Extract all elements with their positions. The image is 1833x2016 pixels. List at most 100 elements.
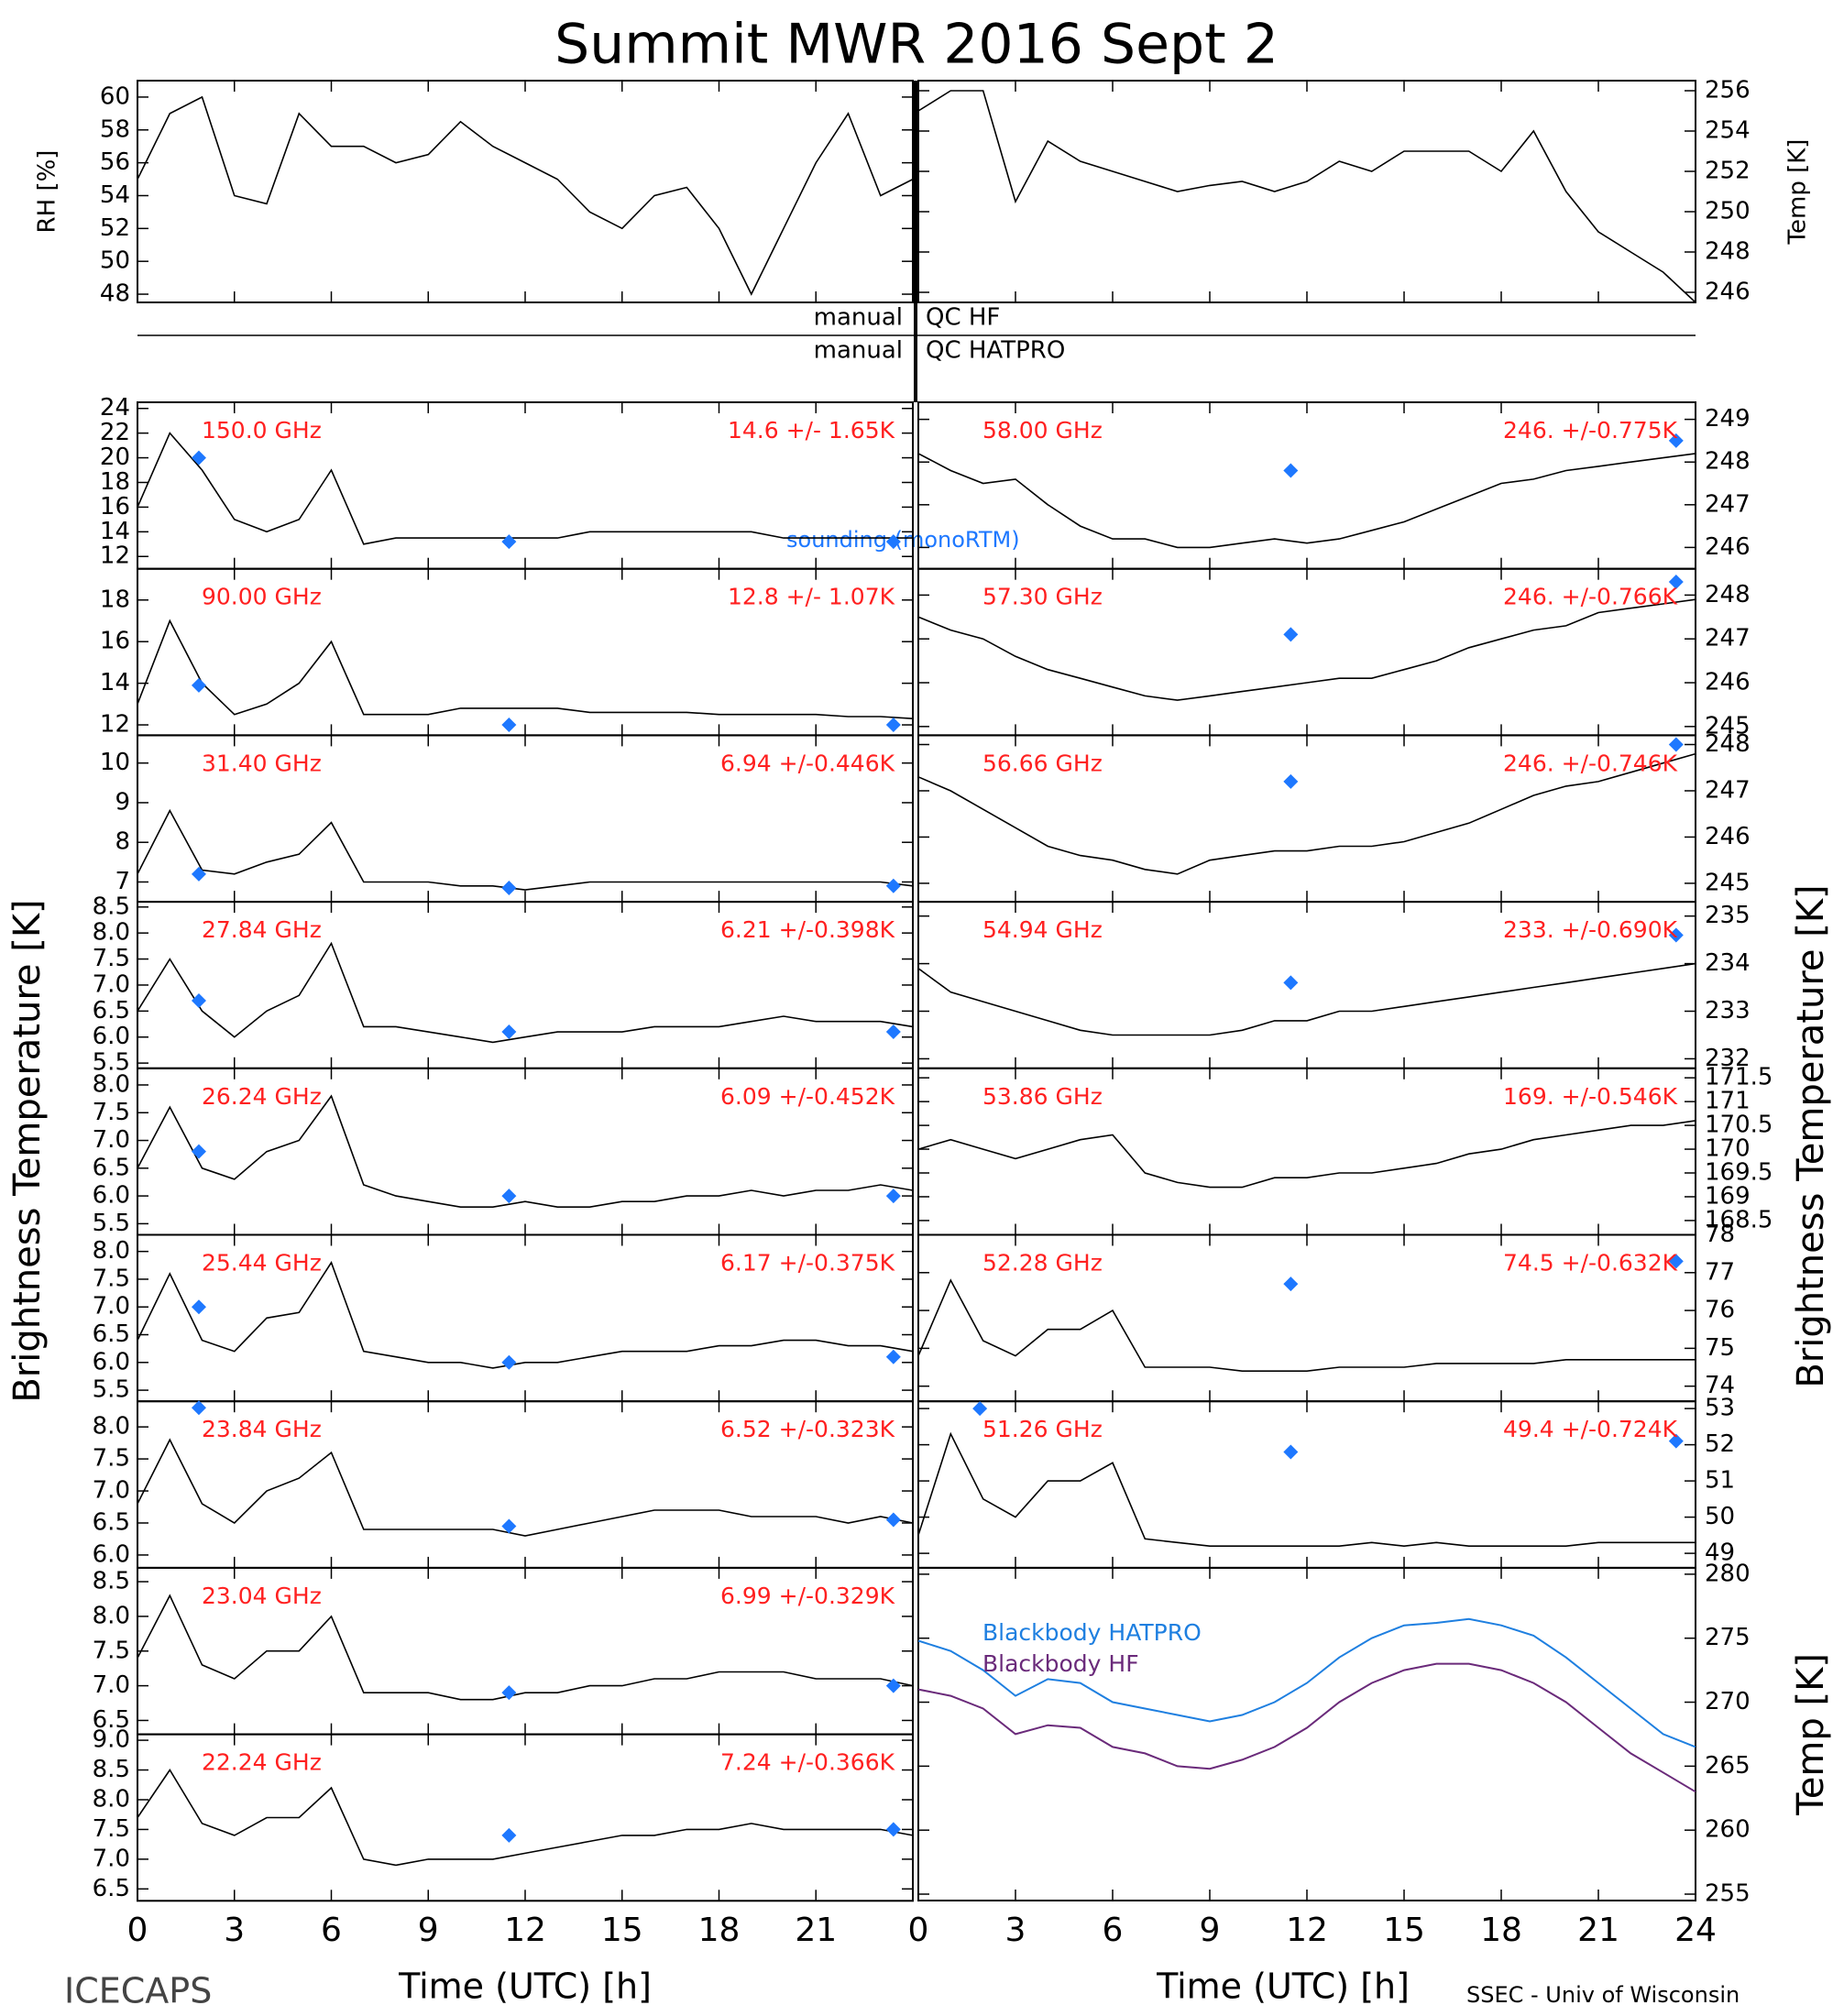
y-tick-label: 7.0 <box>93 1477 130 1505</box>
x-tick-label: 0 <box>908 1912 929 1949</box>
y-tick-label: 8.0 <box>93 1602 130 1629</box>
channel-stats: 74.5 +/-0.632K <box>1503 1250 1678 1276</box>
series-line <box>137 1261 914 1369</box>
x-axis-label: Time (UTC) [h] <box>398 1967 652 2007</box>
y-tick-label: 51 <box>1705 1467 1735 1495</box>
y-tick-label: 275 <box>1705 1624 1751 1651</box>
y-tick-label: 246 <box>1705 823 1751 850</box>
y-tick-label: 12 <box>100 542 130 570</box>
sounding-marker <box>501 718 517 733</box>
qc-label: manual <box>814 337 903 365</box>
y-tick-label: 248 <box>1705 730 1751 758</box>
y-tick-label: 245 <box>1705 712 1751 740</box>
sounding-marker <box>191 1299 206 1315</box>
channel-stats: 246. +/-0.766K <box>1503 584 1678 610</box>
y-tick-label: 60 <box>100 82 130 110</box>
y-tick-label: 247 <box>1705 490 1751 518</box>
y-tick-label: 255 <box>1705 1880 1751 1908</box>
qc-label: manual <box>814 304 903 332</box>
y-tick-label: 50 <box>100 247 130 275</box>
y-axis-label: Brightness Temperature [K] <box>1790 884 1832 1387</box>
channel-label: 58.00 GHz <box>982 417 1103 444</box>
x-tick-label: 18 <box>1480 1912 1522 1949</box>
y-tick-label: 5.5 <box>93 1210 130 1237</box>
series-line <box>137 1438 914 1537</box>
y-tick-label: 260 <box>1705 1816 1751 1844</box>
y-tick-label: 6.5 <box>93 1154 130 1181</box>
sounding-marker <box>191 677 206 693</box>
sounding-marker <box>1283 627 1299 642</box>
y-tick-label: 247 <box>1705 776 1751 804</box>
y-tick-label: 168.5 <box>1705 1206 1773 1233</box>
x-tick-label: 6 <box>1103 1912 1124 1949</box>
channel-stats: 6.99 +/-0.329K <box>720 1583 895 1609</box>
channel-label: 23.04 GHz <box>202 1583 322 1609</box>
series-line <box>137 941 914 1044</box>
y-tick-label: 10 <box>100 749 130 776</box>
x-tick-label: 15 <box>1383 1912 1425 1949</box>
y-tick-label: 265 <box>1705 1752 1751 1780</box>
y-tick-label: 245 <box>1705 869 1751 896</box>
y-tick-label: 6.5 <box>93 997 130 1024</box>
y-tick-label: 254 <box>1705 117 1751 145</box>
series-line <box>137 432 913 545</box>
sounding-marker <box>972 1401 988 1417</box>
sounding-marker <box>191 866 206 882</box>
series-line <box>917 1431 1696 1548</box>
y-tick-label: 7.5 <box>93 1815 130 1843</box>
x-tick-label: 9 <box>1200 1912 1221 1949</box>
y-tick-label: 9 <box>115 788 130 816</box>
channel-stats: 169. +/-0.546K <box>1503 1083 1678 1110</box>
series-line <box>137 1769 914 1867</box>
series-line <box>917 598 1696 701</box>
y-tick-label: 171 <box>1705 1088 1751 1115</box>
sounding-marker <box>885 718 901 733</box>
channel-label: 25.44 GHz <box>202 1250 322 1276</box>
sounding-marker <box>501 1685 517 1701</box>
y-axis-label: Temp [K] <box>1790 1653 1832 1816</box>
x-tick-label: 21 <box>1577 1912 1619 1949</box>
y-tick-label: 7.0 <box>93 1126 130 1154</box>
y-tick-label: 16 <box>100 628 130 655</box>
sounding-marker <box>501 1024 517 1040</box>
y-tick-label: 75 <box>1705 1334 1735 1362</box>
series-line <box>917 1278 1696 1372</box>
series-line <box>137 808 914 891</box>
y-tick-label: 76 <box>1705 1297 1735 1324</box>
y-tick-label: 232 <box>1705 1045 1751 1072</box>
series-line <box>917 1617 1696 1748</box>
y-axis-label: Temp [K] <box>1784 139 1812 246</box>
channel-label: 51.26 GHz <box>982 1416 1103 1442</box>
y-tick-label: 78 <box>1705 1221 1735 1248</box>
channel-label: 150.0 GHz <box>202 417 322 444</box>
y-tick-label: 53 <box>1705 1395 1735 1422</box>
y-tick-label: 20 <box>100 444 130 471</box>
channel-label: 52.28 GHz <box>982 1250 1103 1276</box>
y-tick-label: 169.5 <box>1705 1159 1773 1187</box>
sounding-marker <box>191 450 206 466</box>
sounding-marker <box>1283 1276 1299 1292</box>
sounding-marker <box>885 534 901 550</box>
y-tick-label: 6.5 <box>93 1875 130 1902</box>
y-tick-label: 280 <box>1705 1560 1751 1587</box>
y-tick-label: 7.5 <box>93 1445 130 1473</box>
qc-label: QC HATPRO <box>926 337 1065 365</box>
y-tick-label: 18 <box>100 468 130 496</box>
channel-label: 57.30 GHz <box>982 584 1103 610</box>
y-tick-label: 6.5 <box>93 1706 130 1734</box>
x-tick-label: 0 <box>127 1912 148 1949</box>
series-line <box>917 752 1696 875</box>
y-tick-label: 250 <box>1705 198 1751 225</box>
sounding-marker <box>1283 463 1299 478</box>
y-tick-label: 7.0 <box>93 970 130 998</box>
y-tick-label: 8.0 <box>93 1785 130 1813</box>
sounding-marker <box>1283 773 1299 789</box>
y-tick-label: 7.5 <box>93 1265 130 1292</box>
x-tick-label: 15 <box>601 1912 643 1949</box>
y-tick-label: 18 <box>100 586 130 613</box>
channel-stats: 6.94 +/-0.446K <box>720 750 895 776</box>
y-tick-label: 77 <box>1705 1258 1735 1286</box>
y-tick-label: 6.0 <box>93 1348 130 1375</box>
y-tick-label: 246 <box>1705 533 1751 561</box>
